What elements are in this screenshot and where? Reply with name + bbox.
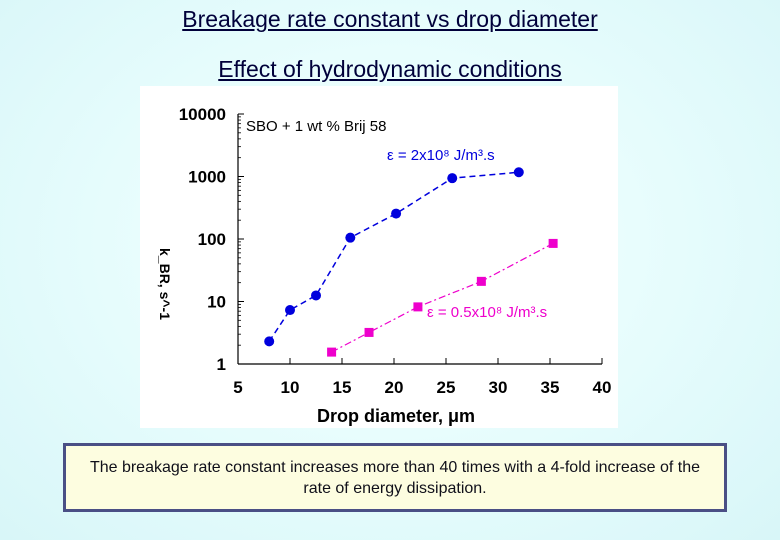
- x-tick-label: 20: [385, 378, 404, 397]
- data-point-circle: [447, 173, 458, 184]
- chart-annotation: SBO + 1 wt % Brij 58: [246, 118, 386, 135]
- y-tick-label: 1: [217, 355, 226, 374]
- data-point-square: [364, 327, 374, 337]
- data-point-square: [327, 347, 337, 357]
- slide-title: Breakage rate constant vs drop diameter: [182, 6, 598, 32]
- data-point-circle: [513, 167, 524, 178]
- legend-label-high-dissipation: ε = 2x10⁸ J/m³.s: [387, 147, 495, 164]
- y-tick-label: 10000: [179, 105, 226, 124]
- conclusion-callout: The breakage rate constant increases mor…: [63, 443, 727, 512]
- data-point-circle: [285, 305, 295, 316]
- y-tick-label: 1000: [188, 168, 226, 187]
- data-point-circle: [345, 232, 356, 243]
- x-tick-label: 40: [593, 378, 612, 397]
- slide-subtitle: Effect of hydrodynamic conditions: [218, 56, 562, 82]
- breakage-rate-chart: 5 10 15 20 25 30 35 40 1 10 100 1000 10000 SBO + 1 w…: [157, 105, 612, 426]
- y-axis-label: k_BR, s^-1: [157, 248, 173, 320]
- x-tick-label: 30: [489, 378, 508, 397]
- legend-label-low-dissipation: ε = 0.5x10⁸ J/m³.s: [427, 304, 547, 321]
- x-axis-label: Drop diameter, μm: [317, 406, 475, 426]
- x-tick-label: 15: [333, 378, 352, 397]
- data-point-circle: [311, 290, 321, 301]
- x-tick-label: 5: [233, 378, 242, 397]
- data-point-square: [476, 276, 486, 286]
- x-tick-label: 35: [541, 378, 560, 397]
- chart-series: [264, 167, 558, 357]
- y-tick-label: 10: [207, 293, 226, 312]
- chart-panel: 5 10 15 20 25 30 35 40 1 10 100 1000 10000 SBO + 1 w…: [140, 86, 618, 428]
- data-point-square: [413, 302, 423, 312]
- x-tick-label: 10: [281, 378, 300, 397]
- data-point-circle: [391, 208, 402, 219]
- chart-tick-labels: 5 10 15 20 25 30 35 40 1 10 100 1000 10000: [179, 105, 612, 397]
- x-tick-label: 25: [437, 378, 456, 397]
- data-point-circle: [264, 336, 275, 347]
- y-tick-label: 100: [198, 230, 226, 249]
- chart-axes: [237, 113, 603, 365]
- data-point-square: [548, 238, 558, 248]
- conclusion-text: The breakage rate constant increases mor…: [89, 458, 701, 497]
